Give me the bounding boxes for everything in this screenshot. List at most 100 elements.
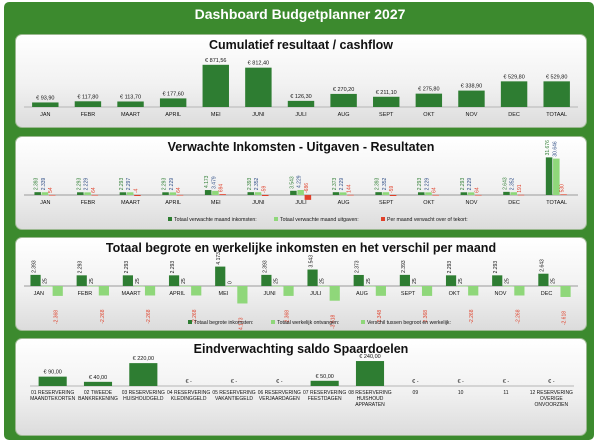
budget-bar <box>492 275 503 286</box>
savings-tick-label-line: 02 TWEEDE <box>84 390 113 396</box>
cashflow-title: Cumulatief resultaat / cashflow <box>208 38 394 52</box>
forecast-value-label: 2.229 <box>339 178 345 191</box>
forecast-legend-swatch <box>168 217 172 221</box>
cashflow-value-label: € 871,56 <box>205 58 226 64</box>
cashflow-bar <box>202 64 229 107</box>
forecast-bar <box>254 192 262 195</box>
forecast-tick-label: JULI <box>295 200 307 206</box>
cashflow-tick-label: APRIL <box>165 112 181 118</box>
forecast-value-label: 31.676 <box>545 140 551 156</box>
budget-legend-label: Totaal werkelijk ontvangen: <box>277 320 339 326</box>
budget-tick-label: MEI <box>219 291 229 297</box>
forecast-value-label: 2.293 <box>460 178 466 191</box>
budget-bar <box>399 274 410 286</box>
budget-value-label: 0 <box>227 281 233 284</box>
budget-value-label: 25 <box>273 278 279 284</box>
budget-value-label: 25 <box>89 278 95 284</box>
savings-tick-label-line: 05 RESERVERING <box>212 390 255 396</box>
savings-bar <box>355 361 385 386</box>
budget-value-label: 2.293 <box>78 261 84 274</box>
savings-value-label: € - <box>457 379 464 385</box>
savings-value-label: € - <box>503 379 510 385</box>
forecast-value-label: 191 <box>517 184 523 193</box>
forecast-tick-label: NOV <box>466 200 478 206</box>
budget-bar <box>364 285 375 287</box>
cashflow-panel: Cumulatief resultaat / cashflow € 93,90 J… <box>15 34 587 128</box>
savings-tick-label: 02 TWEEDE BANKREKENING <box>78 390 118 402</box>
budget-value-label: 25 <box>135 278 141 284</box>
cashflow-value-label: € 529,80 <box>503 74 524 80</box>
forecast-legend-swatch <box>274 217 278 221</box>
cashflow-tick-label: TOTAAL <box>546 112 567 118</box>
budget-value-label: 2.373 <box>355 260 361 273</box>
cashflow-bar <box>117 101 144 107</box>
budget-value-label: 2.643 <box>539 259 545 272</box>
forecast-value-label: 4.229 <box>297 175 303 188</box>
budget-value-label: -2.368 <box>285 310 291 324</box>
cashflow-tick-label: NOV <box>466 112 478 118</box>
dashboard-title: Dashboard Budgetplanner 2027 <box>194 6 406 22</box>
cashflow-bar <box>373 96 400 107</box>
forecast-value-label: 2.293 <box>417 178 423 191</box>
forecast-value-label: 694 <box>219 184 225 193</box>
budget-bar <box>133 285 145 287</box>
forecast-bar <box>339 192 347 195</box>
forecast-value-label: 2.352 <box>382 177 388 190</box>
budget-bar <box>41 285 52 287</box>
budget-value-label: -2.268 <box>469 309 475 323</box>
forecast-value-label: 64 <box>176 187 182 193</box>
savings-value-label: € 40,00 <box>89 375 107 381</box>
budget-bar <box>307 269 318 286</box>
cashflow-value-label: € 338,90 <box>461 84 482 90</box>
forecast-legend-label: Totaal verwachte maand inkomsten: <box>174 217 257 223</box>
forecast-bar <box>347 194 354 196</box>
forecast-bar <box>517 194 525 196</box>
budget-value-label: -2.268 <box>100 309 106 323</box>
budget-bar <box>410 285 422 287</box>
savings-tick-label-line: 01 RESERVERING <box>31 390 74 396</box>
savings-tick-label-line: 06 RESERVERING <box>258 390 301 396</box>
budget-value-label: 2.393 <box>262 260 268 273</box>
forecast-bar <box>425 192 432 195</box>
cashflow-bar <box>330 93 357 107</box>
cashflow-tick-label: DEC <box>508 112 520 118</box>
savings-value-label: € 50,00 <box>315 374 333 380</box>
savings-tick-label-line: 11 <box>503 390 508 396</box>
budget-tick-label: NOV <box>494 291 506 297</box>
savings-value-label: € - <box>276 379 283 385</box>
forecast-value-label: 64 <box>432 187 438 193</box>
budget-value-label: -2.368 <box>423 310 429 324</box>
budget-actual-chart: 2.393 25 -2.368 JAN 2.293 25 -2.268 FEBR 2.293 25… <box>24 252 578 330</box>
forecast-value-label: 2.643 <box>502 177 508 190</box>
forecast-bar <box>375 192 382 195</box>
savings-value-label: € 240,00 <box>359 354 380 360</box>
cashflow-tick-label: OKT <box>423 112 435 118</box>
forecast-bar <box>41 192 49 195</box>
forecast-bar <box>34 192 41 195</box>
cashflow-value-label: € 270,20 <box>333 87 354 93</box>
forecast-value-label: 2.339 <box>41 177 47 190</box>
forecast-tick-label: FEBR <box>81 200 96 206</box>
budget-value-label: 2.293 <box>170 261 176 274</box>
savings-tick-label-line: OVERIGE <box>540 396 563 402</box>
budget-value-label: -2.268 <box>146 309 152 323</box>
cashflow-bar <box>500 81 528 107</box>
forecast-bar <box>176 194 184 196</box>
income-expense-panel: Verwachte Inkomsten - Uitgaven - Resulta… <box>15 136 587 230</box>
forecast-value-label: 2.293 <box>162 178 168 191</box>
savings-tick-label-line: VERJAARDAGEN <box>259 396 300 402</box>
forecast-value-label: 2.293 <box>119 178 125 191</box>
forecast-bar <box>84 192 91 195</box>
savings-tick-label: 11 <box>503 390 508 396</box>
cashflow-bar <box>32 102 59 107</box>
cashflow-value-label: € 177,60 <box>162 91 183 97</box>
cashflow-bar <box>543 81 570 107</box>
forecast-tick-label: OKT <box>423 200 435 206</box>
forecast-bar <box>262 195 269 196</box>
cashflow-value-label: € 529,80 <box>546 74 567 80</box>
cashflow-value-label: € 126,30 <box>290 94 311 100</box>
savings-tick-label-line: FEESTDAGEN <box>308 396 342 402</box>
budget-tick-label: JUNI <box>263 291 276 297</box>
forecast-bar <box>553 158 560 195</box>
forecast-bar <box>77 192 84 195</box>
